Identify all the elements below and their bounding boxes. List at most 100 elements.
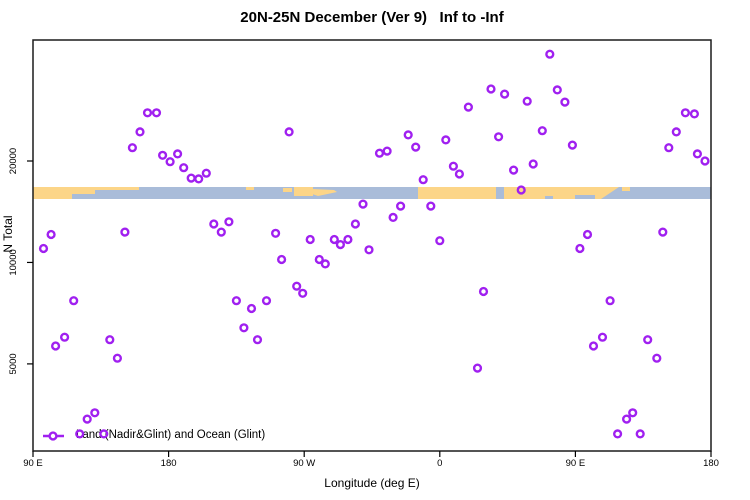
x-tick-label: 90 E xyxy=(23,458,43,469)
data-point xyxy=(75,429,85,439)
data-point xyxy=(224,217,234,227)
data-point xyxy=(173,149,183,159)
data-point xyxy=(135,127,145,137)
data-point xyxy=(209,219,219,229)
map-strip-land xyxy=(294,187,313,196)
plot-frame xyxy=(32,39,712,452)
data-point xyxy=(700,156,710,166)
data-point xyxy=(343,234,353,245)
x-tick-label: 90 E xyxy=(566,458,586,469)
data-point xyxy=(652,353,662,363)
data-point xyxy=(388,212,398,223)
data-point xyxy=(664,143,674,153)
data-point xyxy=(382,146,392,156)
data-point xyxy=(246,303,257,314)
data-point xyxy=(216,227,226,237)
data-point xyxy=(403,130,413,140)
map-strip-land xyxy=(309,189,337,196)
map-strip-land xyxy=(33,187,72,199)
data-point xyxy=(582,229,593,240)
data-point xyxy=(516,185,526,195)
data-point xyxy=(621,414,632,424)
data-point xyxy=(643,335,653,345)
data-point xyxy=(658,227,668,237)
data-point xyxy=(127,143,138,153)
chart-title: 20N-25N December (Ver 9) Inf to -Inf xyxy=(240,9,504,26)
data-point xyxy=(194,174,204,184)
data-point xyxy=(689,109,700,119)
data-point xyxy=(99,429,109,439)
y-tick-label: 5000 xyxy=(8,353,19,374)
data-point xyxy=(335,240,346,250)
data-point xyxy=(277,254,287,265)
data-point xyxy=(358,199,368,209)
data-point xyxy=(454,169,465,179)
data-point xyxy=(508,165,519,175)
data-point xyxy=(545,49,555,59)
data-point xyxy=(239,323,249,333)
data-point xyxy=(201,168,211,178)
data-point xyxy=(82,414,92,424)
data-point xyxy=(528,159,538,169)
data-point xyxy=(364,245,374,255)
data-point xyxy=(463,102,474,112)
data-point xyxy=(486,84,496,94)
data-point xyxy=(112,353,123,363)
data-point xyxy=(500,89,510,99)
data-point xyxy=(426,201,436,211)
data-point xyxy=(635,429,645,439)
data-point xyxy=(186,173,196,183)
map-strip-land xyxy=(246,187,254,190)
data-point xyxy=(179,163,189,173)
legend-label: Land (Nadir&Glint) and Ocean (Glint) xyxy=(76,429,266,441)
x-tick-label: 0 xyxy=(437,458,442,469)
x-tick-label: 180 xyxy=(703,458,719,469)
map-strip-land xyxy=(283,188,292,192)
map-strip-ocean-notch xyxy=(575,195,595,199)
x-tick-label: 180 xyxy=(161,458,177,469)
data-point xyxy=(284,127,294,137)
data-point xyxy=(298,288,308,298)
map-strip-land xyxy=(72,187,95,194)
data-point xyxy=(494,132,504,142)
data-point xyxy=(142,108,153,118)
data-point xyxy=(252,335,263,345)
x-tick-label: 90 W xyxy=(293,458,315,469)
data-point xyxy=(165,157,175,167)
data-point xyxy=(567,140,578,150)
map-strip-land xyxy=(622,187,630,191)
map-strip-land xyxy=(418,187,496,199)
data-point xyxy=(588,341,599,351)
data-point xyxy=(628,408,638,418)
map-strip-land xyxy=(95,187,139,190)
data-point xyxy=(597,332,608,342)
data-point xyxy=(537,126,547,136)
data-point xyxy=(69,296,79,306)
data-point xyxy=(105,335,115,345)
data-point xyxy=(478,286,489,297)
data-point xyxy=(374,148,385,158)
data-point xyxy=(692,149,703,159)
map-strip-ocean-notch xyxy=(545,196,553,199)
y-tick-label: 10000 xyxy=(8,249,19,275)
data-point xyxy=(472,363,483,373)
data-point xyxy=(46,229,56,240)
data-point xyxy=(575,243,585,254)
data-point xyxy=(158,150,168,160)
data-point xyxy=(320,259,330,269)
data-point xyxy=(329,234,339,245)
data-point xyxy=(261,296,272,306)
data-point xyxy=(271,228,281,238)
data-point xyxy=(522,96,532,106)
data-point xyxy=(671,127,681,137)
data-point xyxy=(151,108,162,118)
data-point xyxy=(435,236,445,246)
legend-marker-icon xyxy=(48,431,58,441)
data-point xyxy=(350,219,361,229)
data-point xyxy=(305,234,315,245)
data-point xyxy=(448,161,459,171)
x-axis-title: Longitude (deg E) xyxy=(324,476,420,490)
data-point xyxy=(612,429,623,439)
